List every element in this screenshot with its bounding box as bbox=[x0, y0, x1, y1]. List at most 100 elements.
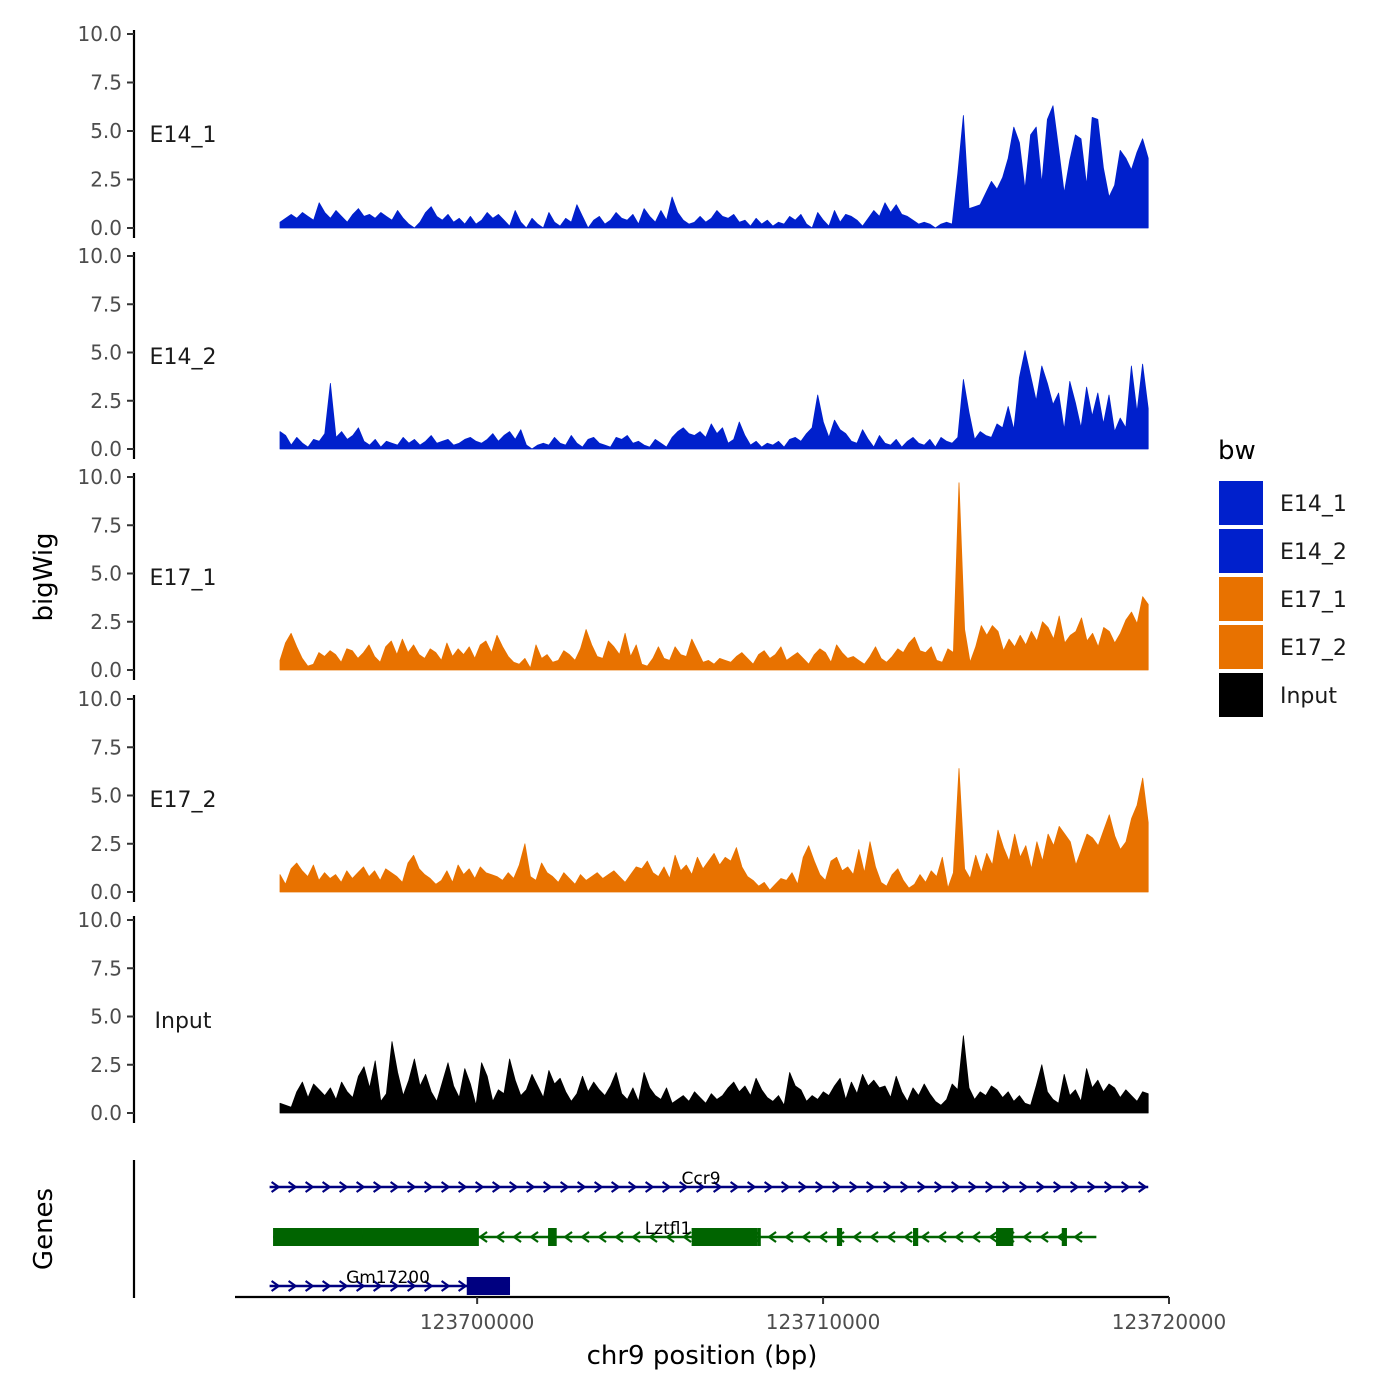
genes-layer: Ccr9 Lztfl1 Gm17200 bbox=[132, 1160, 1149, 1298]
strand-chevron bbox=[1039, 1231, 1049, 1243]
strand-chevron bbox=[355, 1181, 366, 1193]
track-label: E17_1 bbox=[150, 566, 217, 591]
strand-chevron bbox=[525, 1181, 536, 1193]
exon bbox=[466, 1277, 511, 1295]
strand-chevron bbox=[631, 1231, 641, 1243]
area-e17-1 bbox=[279, 482, 1149, 671]
strand-chevron bbox=[491, 1181, 502, 1193]
y-tick-label: 10.0 bbox=[77, 687, 122, 711]
y-tick-label: 0.0 bbox=[90, 880, 122, 904]
strand-chevron bbox=[916, 1181, 927, 1193]
track-label: E14_2 bbox=[150, 345, 217, 370]
y-tick-label: 7.5 bbox=[90, 956, 122, 980]
y-axis-title: bigWig bbox=[29, 532, 59, 621]
tracks-layer: 0.0 2.5 5.0 7.5 10.0 E14_1 0.0 2.5 5.0 7.5 10.0 E14… bbox=[77, 22, 1149, 1125]
strand-chevron bbox=[321, 1181, 332, 1193]
strand-chevron bbox=[1073, 1231, 1083, 1243]
strand-chevron bbox=[406, 1280, 417, 1292]
exon bbox=[913, 1228, 919, 1246]
track-e17-2: 0.0 2.5 5.0 7.5 10.0 E17_2 bbox=[77, 687, 1149, 904]
strand-chevron bbox=[338, 1280, 349, 1292]
legend-swatch bbox=[1219, 529, 1263, 573]
legend-swatch bbox=[1219, 673, 1263, 717]
strand-chevron bbox=[597, 1231, 607, 1243]
y-tick-label: 2.5 bbox=[90, 168, 122, 192]
strand-chevron bbox=[971, 1231, 981, 1243]
gene-lztfl1: Lztfl1 bbox=[273, 1219, 1097, 1246]
strand-chevron bbox=[355, 1280, 366, 1292]
strand-chevron bbox=[474, 1181, 485, 1193]
strand-chevron bbox=[801, 1231, 811, 1243]
area-e14-1 bbox=[279, 105, 1149, 229]
x-tick-label: 123700000 bbox=[420, 1310, 535, 1334]
strand-chevron bbox=[321, 1280, 332, 1292]
strand-chevron bbox=[542, 1181, 553, 1193]
strand-chevron bbox=[478, 1231, 488, 1243]
strand-chevron bbox=[797, 1181, 808, 1193]
gene-label: Ccr9 bbox=[681, 1169, 720, 1189]
legend-swatch bbox=[1219, 577, 1263, 621]
legend-swatch bbox=[1219, 481, 1263, 525]
strand-chevron bbox=[559, 1181, 570, 1193]
x-tick-label: 123720000 bbox=[1112, 1310, 1227, 1334]
y-tick-label: 7.5 bbox=[90, 292, 122, 316]
y-tick-label: 2.5 bbox=[90, 1053, 122, 1077]
y-tick-label: 5.0 bbox=[90, 1005, 122, 1029]
x-axis: 123700000 123710000 123720000 bbox=[235, 1295, 1227, 1334]
strand-chevron bbox=[1086, 1181, 1097, 1193]
gene-ccr9: Ccr9 bbox=[269, 1169, 1149, 1193]
strand-chevron bbox=[1137, 1181, 1148, 1193]
strand-chevron bbox=[852, 1231, 862, 1243]
y-tick-label: 10.0 bbox=[77, 244, 122, 268]
strand-chevron bbox=[440, 1181, 451, 1193]
y-tick-label: 5.0 bbox=[90, 119, 122, 143]
strand-chevron bbox=[1022, 1231, 1032, 1243]
strand-chevron bbox=[1001, 1181, 1012, 1193]
strand-chevron bbox=[495, 1231, 505, 1243]
exon bbox=[836, 1228, 843, 1246]
y-tick-label: 7.5 bbox=[90, 71, 122, 95]
gene-label: Gm17200 bbox=[346, 1268, 430, 1288]
legend-label: E17_2 bbox=[1280, 636, 1347, 661]
strand-chevron bbox=[920, 1231, 930, 1243]
strand-chevron bbox=[508, 1181, 519, 1193]
strand-chevron bbox=[865, 1181, 876, 1193]
x-tick-label: 123710000 bbox=[766, 1310, 881, 1334]
strand-chevron bbox=[1035, 1181, 1046, 1193]
exon bbox=[548, 1228, 557, 1246]
strand-chevron bbox=[763, 1181, 774, 1193]
strand-chevron bbox=[580, 1231, 590, 1243]
strand-chevron bbox=[1069, 1181, 1080, 1193]
y-tick-label: 7.5 bbox=[90, 513, 122, 537]
y-tick-label: 10.0 bbox=[77, 908, 122, 932]
strand-chevron bbox=[512, 1231, 522, 1243]
strand-chevron bbox=[440, 1280, 451, 1292]
track-input: 0.0 2.5 5.0 7.5 10.0 Input bbox=[77, 908, 1149, 1125]
track-e14-2: 0.0 2.5 5.0 7.5 10.0 E14_2 bbox=[77, 244, 1149, 461]
strand-chevron bbox=[937, 1231, 947, 1243]
strand-chevron bbox=[644, 1181, 655, 1193]
legend-swatch bbox=[1219, 625, 1263, 669]
strand-chevron bbox=[903, 1231, 913, 1243]
area-input bbox=[279, 1035, 1149, 1114]
legend-label: E14_1 bbox=[1280, 492, 1347, 517]
strand-chevron bbox=[1103, 1181, 1114, 1193]
strand-chevron bbox=[304, 1181, 315, 1193]
strand-chevron bbox=[886, 1231, 896, 1243]
track-label: E17_2 bbox=[150, 788, 217, 813]
strand-chevron bbox=[610, 1181, 621, 1193]
strand-chevron bbox=[529, 1231, 539, 1243]
strand-chevron bbox=[678, 1181, 689, 1193]
legend-label: E17_1 bbox=[1280, 588, 1347, 613]
y-tick-label: 7.5 bbox=[90, 735, 122, 759]
strand-chevron bbox=[848, 1181, 859, 1193]
y-tick-label: 0.0 bbox=[90, 216, 122, 240]
legend-title: bw bbox=[1218, 436, 1256, 466]
strand-chevron bbox=[712, 1181, 723, 1193]
strand-chevron bbox=[457, 1181, 468, 1193]
strand-chevron bbox=[967, 1181, 978, 1193]
strand-chevron bbox=[563, 1231, 573, 1243]
strand-chevron bbox=[954, 1231, 964, 1243]
strand-chevron bbox=[695, 1181, 706, 1193]
track-e17-1: 0.0 2.5 5.0 7.5 10.0 E17_1 bbox=[77, 465, 1149, 682]
